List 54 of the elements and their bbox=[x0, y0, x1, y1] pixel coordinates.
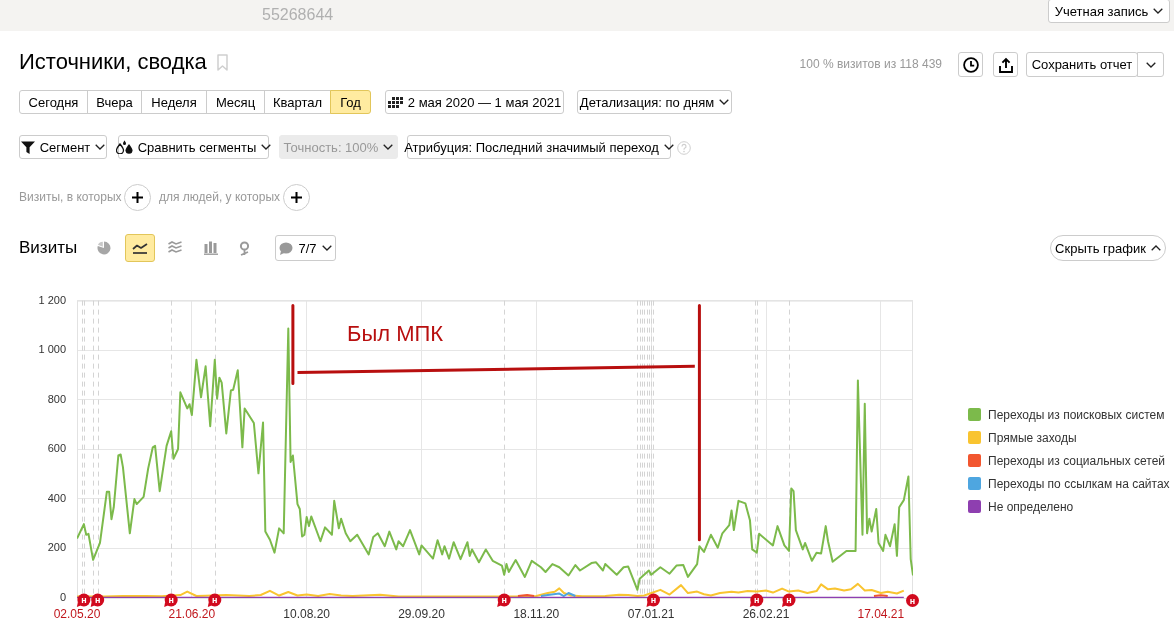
toggle-button[interactable] bbox=[125, 234, 155, 262]
ref-line-label: н bbox=[501, 594, 507, 605]
dropdown-button[interactable] bbox=[1137, 52, 1164, 77]
ref-line-label: н bbox=[168, 594, 174, 605]
x-tick-label: 02.05.20 bbox=[53, 606, 101, 621]
button[interactable]: Месяц bbox=[206, 90, 265, 114]
x-tick-label: 18.11.20 bbox=[513, 606, 560, 621]
ref-line-label: н bbox=[754, 594, 760, 605]
legend-label: Переходы из социальных сетей bbox=[988, 453, 1166, 468]
legend-label: Прямые заходы bbox=[988, 430, 1077, 445]
button[interactable]: Сохранить отчет bbox=[1026, 52, 1138, 77]
chart-title: Источники, сводка bbox=[19, 49, 207, 75]
dropdown-button[interactable]: Детализация: по дням bbox=[577, 90, 732, 114]
y-tick-label: 400 bbox=[47, 491, 66, 504]
chart-subtitle: Визиты bbox=[19, 237, 78, 259]
x-tick-label: 29.09.20 bbox=[398, 606, 446, 621]
annotation: Был МПК bbox=[347, 321, 444, 346]
x-tick-label: 07.01.21 bbox=[627, 606, 675, 621]
button[interactable]: Год bbox=[330, 90, 371, 114]
y-tick-label: 600 bbox=[47, 442, 66, 455]
ref-line-label: н bbox=[81, 594, 87, 605]
ref-line-label: н bbox=[212, 594, 218, 605]
text: Визиты, в которых bbox=[19, 190, 122, 204]
y-tick-label: 0 bbox=[59, 591, 66, 604]
dropdown-button[interactable]: 7/7 bbox=[275, 235, 336, 261]
text: 100 % визитов из 118 439 bbox=[799, 57, 942, 71]
legend-label: Не определено bbox=[988, 499, 1074, 514]
dropdown-button[interactable]: Учетная запись bbox=[1048, 0, 1170, 23]
x-tick-label: 17.04.21 bbox=[857, 606, 905, 621]
button[interactable]: Скрыть график bbox=[1050, 235, 1166, 261]
button[interactable] bbox=[993, 52, 1018, 77]
ref-line-label: н bbox=[786, 594, 792, 605]
x-tick-label: 10.08.20 bbox=[283, 606, 331, 621]
legend-label: Переходы из поисковых систем bbox=[988, 407, 1165, 422]
button[interactable] bbox=[958, 52, 983, 77]
dropdown-button[interactable]: Сравнить сегменты bbox=[118, 135, 269, 159]
ref-line-label: н bbox=[94, 594, 101, 605]
y-tick-label: 800 bbox=[47, 392, 66, 405]
button[interactable]: Вчера bbox=[87, 90, 142, 114]
text: для людей, у которых bbox=[159, 190, 281, 204]
button[interactable]: Неделя bbox=[141, 90, 207, 114]
button[interactable]: 2 мая 2020 — 1 мая 2021 bbox=[385, 90, 564, 114]
badge: н bbox=[906, 594, 919, 607]
y-tick-label: 1 200 bbox=[38, 293, 66, 306]
y-tick-label: 200 bbox=[47, 541, 66, 554]
button[interactable]: Квартал bbox=[264, 90, 331, 114]
ref-line-label: н bbox=[650, 594, 657, 605]
legend-label: Переходы по ссылкам на сайтах bbox=[988, 476, 1170, 491]
x-tick-label: 26.02.21 bbox=[742, 606, 790, 621]
y-tick-label: 1 000 bbox=[38, 343, 66, 356]
text: 55268644 bbox=[262, 6, 334, 23]
button[interactable]: Сегодня bbox=[19, 90, 88, 114]
dropdown-button[interactable]: Сегмент bbox=[19, 135, 107, 159]
x-tick-label: 21.06.20 bbox=[168, 606, 216, 621]
